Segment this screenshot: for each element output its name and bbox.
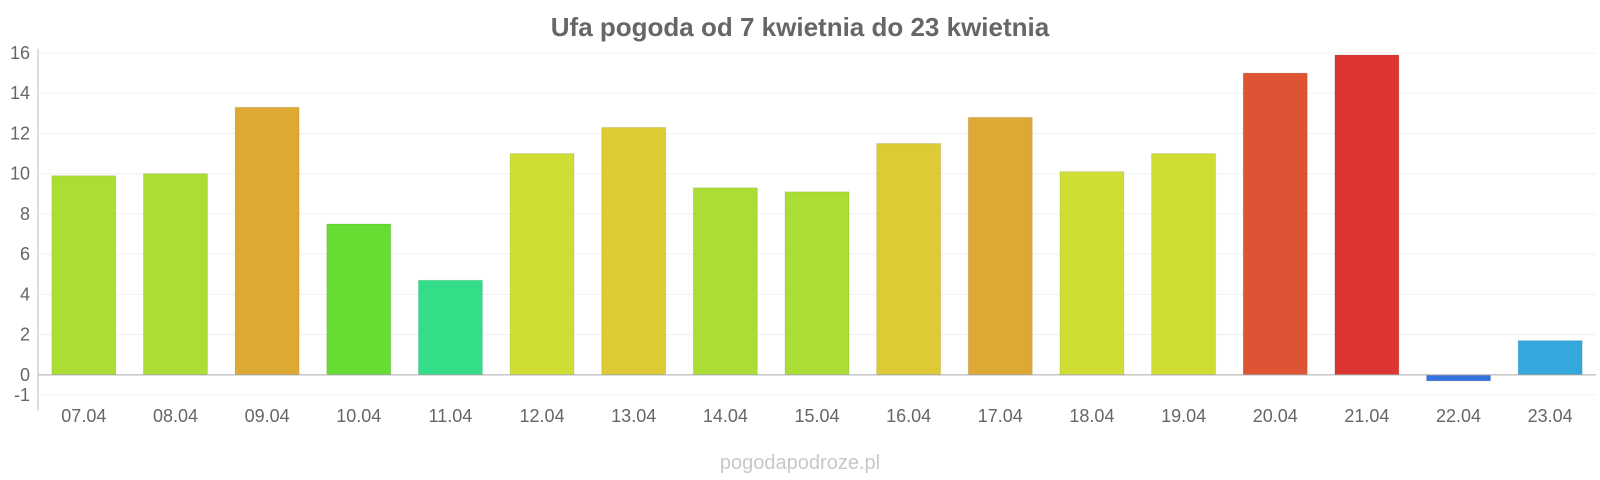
- bar-09.04: [234, 106, 300, 376]
- x-tick-label: 23.04: [1528, 406, 1573, 426]
- x-tick-label: 18.04: [1069, 406, 1114, 426]
- y-tick-label: 12: [10, 123, 30, 143]
- y-tick-label: 0: [20, 365, 30, 385]
- bar-08.04: [142, 173, 208, 376]
- bar-10.04: [326, 223, 392, 376]
- x-tick-label: 09.04: [245, 406, 290, 426]
- x-tick-label: 08.04: [153, 406, 198, 426]
- x-tick-label: 20.04: [1253, 406, 1298, 426]
- bar-17.04: [967, 116, 1033, 376]
- x-tick-label: 15.04: [794, 406, 839, 426]
- y-tick-label: 10: [10, 164, 30, 184]
- x-tick-label: 07.04: [61, 406, 106, 426]
- x-tick-label: 14.04: [703, 406, 748, 426]
- bar-15.04: [784, 191, 850, 376]
- y-tick-label: 16: [10, 43, 30, 63]
- y-tick-label: 4: [20, 284, 30, 304]
- y-tick-label: 6: [20, 244, 30, 264]
- x-tick-label: 16.04: [886, 406, 931, 426]
- x-axis-ticks: 07.04 08.04 09.04 10.04 11.04 12.04 13.04 14.04…: [61, 406, 1572, 426]
- y-tick-label: 14: [10, 83, 30, 103]
- y-axis-ticks: 16 14 12 10 8 6 4 2 0-1: [10, 43, 30, 405]
- bar-16.04: [876, 143, 942, 376]
- y-tick-label: 2: [20, 325, 30, 345]
- bar-14.04: [692, 187, 758, 376]
- bar-18.04: [1059, 171, 1125, 376]
- x-tick-label: 11.04: [429, 406, 473, 426]
- bar-13.04: [601, 126, 667, 376]
- x-tick-label: 21.04: [1344, 406, 1389, 426]
- x-tick-label: 13.04: [611, 406, 656, 426]
- bar-22.04: [1426, 374, 1492, 382]
- bars: [51, 54, 1583, 382]
- x-tick-label: 10.04: [336, 406, 381, 426]
- bar-11.04: [417, 279, 483, 376]
- x-tick-label: 19.04: [1161, 406, 1206, 426]
- bar-20.04: [1242, 72, 1308, 376]
- x-tick-label: 12.04: [520, 406, 565, 426]
- bar-07.04: [51, 175, 117, 376]
- chart-title: Ufa pogoda od 7 kwietnia do 23 kwietnia: [551, 12, 1050, 42]
- bar-19.04: [1151, 153, 1217, 376]
- bar-12.04: [509, 153, 575, 376]
- watermark: pogodapodroze.pl: [720, 452, 880, 474]
- x-tick-label: 22.04: [1436, 406, 1481, 426]
- y-tick-label: 8: [20, 204, 30, 224]
- x-tick-label: 17.04: [978, 406, 1023, 426]
- bar-23.04: [1517, 340, 1583, 376]
- bar-21.04: [1334, 54, 1400, 376]
- y-tick-label: -1: [14, 385, 30, 405]
